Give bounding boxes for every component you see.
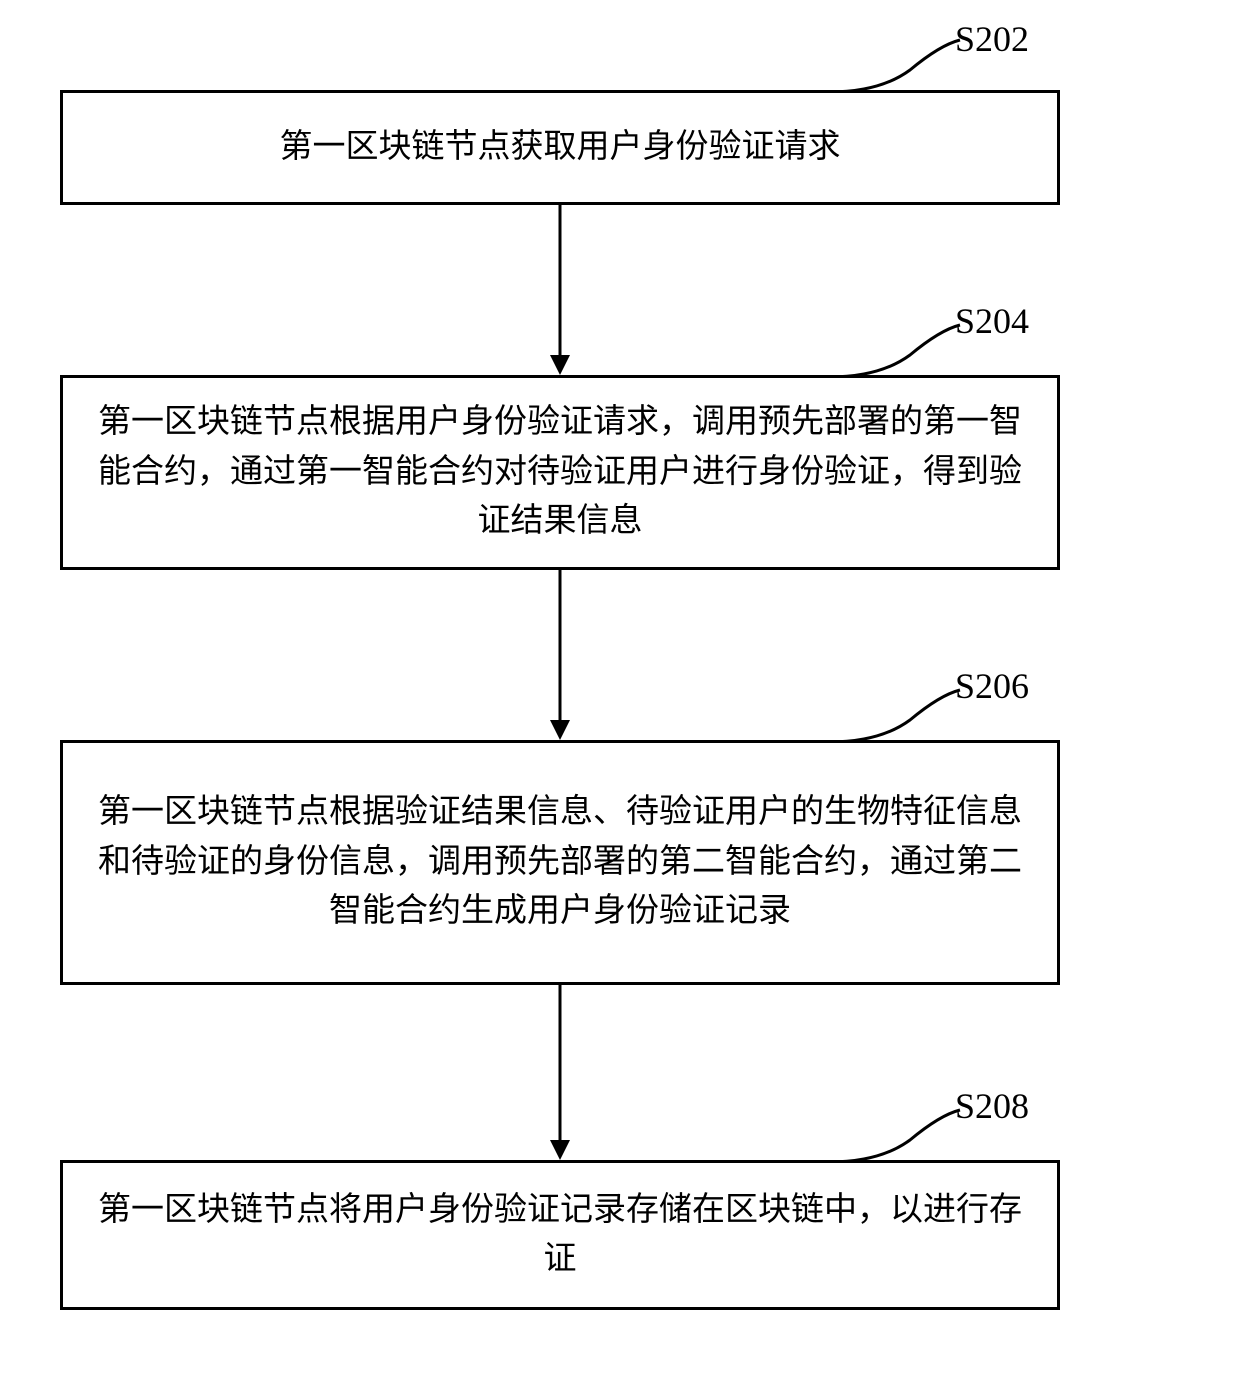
step-box-s208: 第一区块链节点将用户身份验证记录存储在区块链中，以进行存证 xyxy=(60,1160,1060,1310)
step-text-s202: 第一区块链节点获取用户身份验证请求 xyxy=(280,123,841,173)
flowchart-container: S202 第一区块链节点获取用户身份验证请求 S204 第一区块链节点根据用户身… xyxy=(0,0,1240,1389)
step-text-s208: 第一区块链节点将用户身份验证记录存储在区块链中，以进行存证 xyxy=(93,1186,1027,1285)
step-text-s206: 第一区块链节点根据验证结果信息、待验证用户的生物特征信息和待验证的身份信息，调用… xyxy=(93,788,1027,937)
step-box-s202: 第一区块链节点获取用户身份验证请求 xyxy=(60,90,1060,205)
arrow-s206-s208 xyxy=(545,985,575,1165)
arrow-s202-s204 xyxy=(545,205,575,380)
arrow-s204-s206 xyxy=(545,570,575,745)
step-text-s204: 第一区块链节点根据用户身份验证请求，调用预先部署的第一智能合约，通过第一智能合约… xyxy=(93,398,1027,547)
step-box-s206: 第一区块链节点根据验证结果信息、待验证用户的生物特征信息和待验证的身份信息，调用… xyxy=(60,740,1060,985)
step-box-s204: 第一区块链节点根据用户身份验证请求，调用预先部署的第一智能合约，通过第一智能合约… xyxy=(60,375,1060,570)
